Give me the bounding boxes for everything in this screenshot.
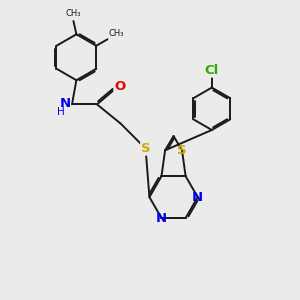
Text: H: H <box>57 107 65 117</box>
Text: N: N <box>192 190 203 204</box>
Text: N: N <box>59 97 70 110</box>
Text: CH₃: CH₃ <box>109 29 124 38</box>
Text: N: N <box>156 212 167 224</box>
Text: S: S <box>141 142 150 155</box>
Text: CH₃: CH₃ <box>66 8 81 17</box>
Text: S: S <box>177 144 187 157</box>
Text: O: O <box>114 80 125 93</box>
Text: Cl: Cl <box>205 64 219 77</box>
